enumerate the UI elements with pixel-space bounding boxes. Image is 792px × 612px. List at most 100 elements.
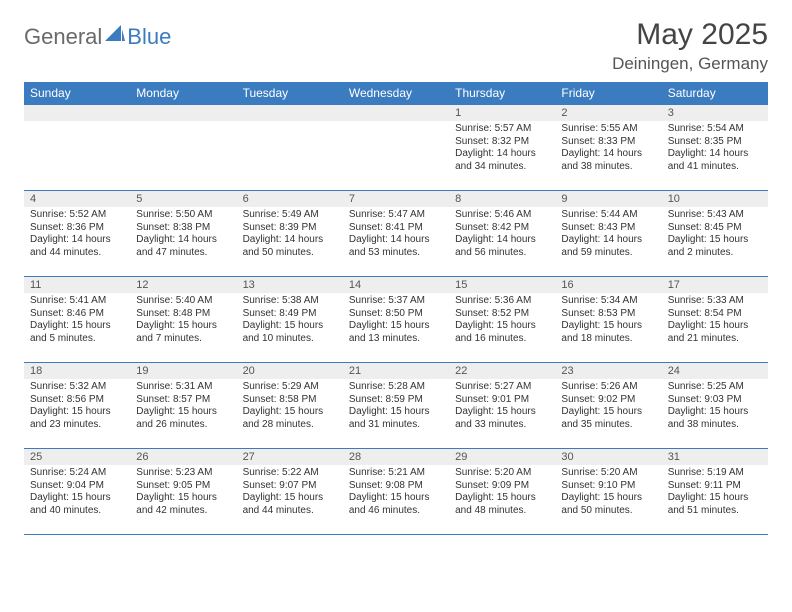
sunset-line: Sunset: 9:11 PM [668,480,762,493]
day-number [130,105,236,121]
sunset-line: Sunset: 8:54 PM [668,308,762,321]
weekday-header: Tuesday [237,82,343,105]
sunrise-line: Sunrise: 5:38 AM [243,295,337,308]
sunrise-line: Sunrise: 5:32 AM [30,381,124,394]
day-number [237,105,343,121]
day-details: Sunrise: 5:32 AMSunset: 8:56 PMDaylight:… [24,379,130,435]
day-details: Sunrise: 5:49 AMSunset: 8:39 PMDaylight:… [237,207,343,263]
daylight-line: Daylight: 15 hours and 26 minutes. [136,406,230,431]
sunset-line: Sunset: 8:50 PM [349,308,443,321]
sunset-line: Sunset: 8:56 PM [30,394,124,407]
sunrise-line: Sunrise: 5:28 AM [349,381,443,394]
sunrise-line: Sunrise: 5:36 AM [455,295,549,308]
daylight-line: Daylight: 15 hours and 18 minutes. [561,320,655,345]
daylight-line: Daylight: 15 hours and 46 minutes. [349,492,443,517]
sunrise-line: Sunrise: 5:40 AM [136,295,230,308]
day-number: 28 [343,449,449,465]
weekday-header-row: Sunday Monday Tuesday Wednesday Thursday… [24,82,768,105]
day-number: 13 [237,277,343,293]
sunrise-line: Sunrise: 5:21 AM [349,467,443,480]
sunrise-line: Sunrise: 5:52 AM [30,209,124,222]
calendar-cell: 11Sunrise: 5:41 AMSunset: 8:46 PMDayligh… [24,277,130,363]
day-number: 14 [343,277,449,293]
daylight-line: Daylight: 14 hours and 41 minutes. [668,148,762,173]
sunrise-line: Sunrise: 5:25 AM [668,381,762,394]
sunrise-line: Sunrise: 5:22 AM [243,467,337,480]
sunset-line: Sunset: 8:43 PM [561,222,655,235]
sunrise-line: Sunrise: 5:20 AM [455,467,549,480]
sunset-line: Sunset: 8:45 PM [668,222,762,235]
sunrise-line: Sunrise: 5:29 AM [243,381,337,394]
sunset-line: Sunset: 9:04 PM [30,480,124,493]
daylight-line: Daylight: 15 hours and 13 minutes. [349,320,443,345]
sunset-line: Sunset: 8:53 PM [561,308,655,321]
day-number: 19 [130,363,236,379]
calendar-cell: 2Sunrise: 5:55 AMSunset: 8:33 PMDaylight… [555,105,661,191]
sunset-line: Sunset: 9:03 PM [668,394,762,407]
day-details: Sunrise: 5:50 AMSunset: 8:38 PMDaylight:… [130,207,236,263]
sunset-line: Sunset: 8:41 PM [349,222,443,235]
daylight-line: Daylight: 15 hours and 16 minutes. [455,320,549,345]
day-number: 26 [130,449,236,465]
sunrise-line: Sunrise: 5:27 AM [455,381,549,394]
day-number: 18 [24,363,130,379]
day-number: 7 [343,191,449,207]
day-number: 17 [662,277,768,293]
sunset-line: Sunset: 8:49 PM [243,308,337,321]
calendar-cell: 10Sunrise: 5:43 AMSunset: 8:45 PMDayligh… [662,191,768,277]
day-number: 31 [662,449,768,465]
calendar-cell: 30Sunrise: 5:20 AMSunset: 9:10 PMDayligh… [555,449,661,535]
day-number: 8 [449,191,555,207]
daylight-line: Daylight: 15 hours and 33 minutes. [455,406,549,431]
day-details: Sunrise: 5:20 AMSunset: 9:09 PMDaylight:… [449,465,555,521]
day-number: 29 [449,449,555,465]
day-details: Sunrise: 5:28 AMSunset: 8:59 PMDaylight:… [343,379,449,435]
sunset-line: Sunset: 8:32 PM [455,136,549,149]
day-details: Sunrise: 5:57 AMSunset: 8:32 PMDaylight:… [449,121,555,177]
day-details: Sunrise: 5:55 AMSunset: 8:33 PMDaylight:… [555,121,661,177]
day-details: Sunrise: 5:29 AMSunset: 8:58 PMDaylight:… [237,379,343,435]
calendar-cell: 7Sunrise: 5:47 AMSunset: 8:41 PMDaylight… [343,191,449,277]
sunset-line: Sunset: 9:01 PM [455,394,549,407]
calendar-row: 18Sunrise: 5:32 AMSunset: 8:56 PMDayligh… [24,363,768,449]
day-number: 10 [662,191,768,207]
calendar-table: Sunday Monday Tuesday Wednesday Thursday… [24,82,768,535]
weekday-header: Wednesday [343,82,449,105]
day-details: Sunrise: 5:33 AMSunset: 8:54 PMDaylight:… [662,293,768,349]
sunrise-line: Sunrise: 5:20 AM [561,467,655,480]
calendar-cell: 16Sunrise: 5:34 AMSunset: 8:53 PMDayligh… [555,277,661,363]
daylight-line: Daylight: 15 hours and 50 minutes. [561,492,655,517]
daylight-line: Daylight: 15 hours and 31 minutes. [349,406,443,431]
calendar-cell: 22 Sunrise: 5:27 AMSunset: 9:01 PMDayligh… [449,363,555,449]
daylight-line: Daylight: 15 hours and 7 minutes. [136,320,230,345]
day-details: Sunrise: 5:44 AMSunset: 8:43 PMDaylight:… [555,207,661,263]
sunset-line: Sunset: 8:59 PM [349,394,443,407]
title-block: May 2025 Deiningen, Germany [612,18,768,74]
sunset-line: Sunset: 8:58 PM [243,394,337,407]
logo-sail-icon [105,25,125,41]
calendar-row: 25Sunrise: 5:24 AMSunset: 9:04 PMDayligh… [24,449,768,535]
daylight-line: Daylight: 15 hours and 42 minutes. [136,492,230,517]
sunrise-line: Sunrise: 5:43 AM [668,209,762,222]
calendar-cell: 12Sunrise: 5:40 AMSunset: 8:48 PMDayligh… [130,277,236,363]
location: Deiningen, Germany [612,54,768,74]
sunset-line: Sunset: 8:35 PM [668,136,762,149]
daylight-line: Daylight: 15 hours and 23 minutes. [30,406,124,431]
daylight-line: Daylight: 14 hours and 56 minutes. [455,234,549,259]
daylight-line: Daylight: 14 hours and 44 minutes. [30,234,124,259]
day-details: Sunrise: 5:40 AMSunset: 8:48 PMDaylight:… [130,293,236,349]
sunset-line: Sunset: 8:42 PM [455,222,549,235]
sunrise-line: Sunrise: 5:47 AM [349,209,443,222]
sunrise-line: Sunrise: 5:57 AM [455,123,549,136]
day-number: 9 [555,191,661,207]
sunset-line: Sunset: 9:05 PM [136,480,230,493]
day-number: 6 [237,191,343,207]
daylight-line: Daylight: 14 hours and 50 minutes. [243,234,337,259]
weekday-header: Monday [130,82,236,105]
logo-text-general: General [24,24,102,50]
calendar-cell: 15Sunrise: 5:36 AMSunset: 8:52 PMDayligh… [449,277,555,363]
calendar-cell [24,105,130,191]
sunset-line: Sunset: 8:38 PM [136,222,230,235]
day-number: 22 [449,363,555,379]
day-details: Sunrise: 5:47 AMSunset: 8:41 PMDaylight:… [343,207,449,263]
